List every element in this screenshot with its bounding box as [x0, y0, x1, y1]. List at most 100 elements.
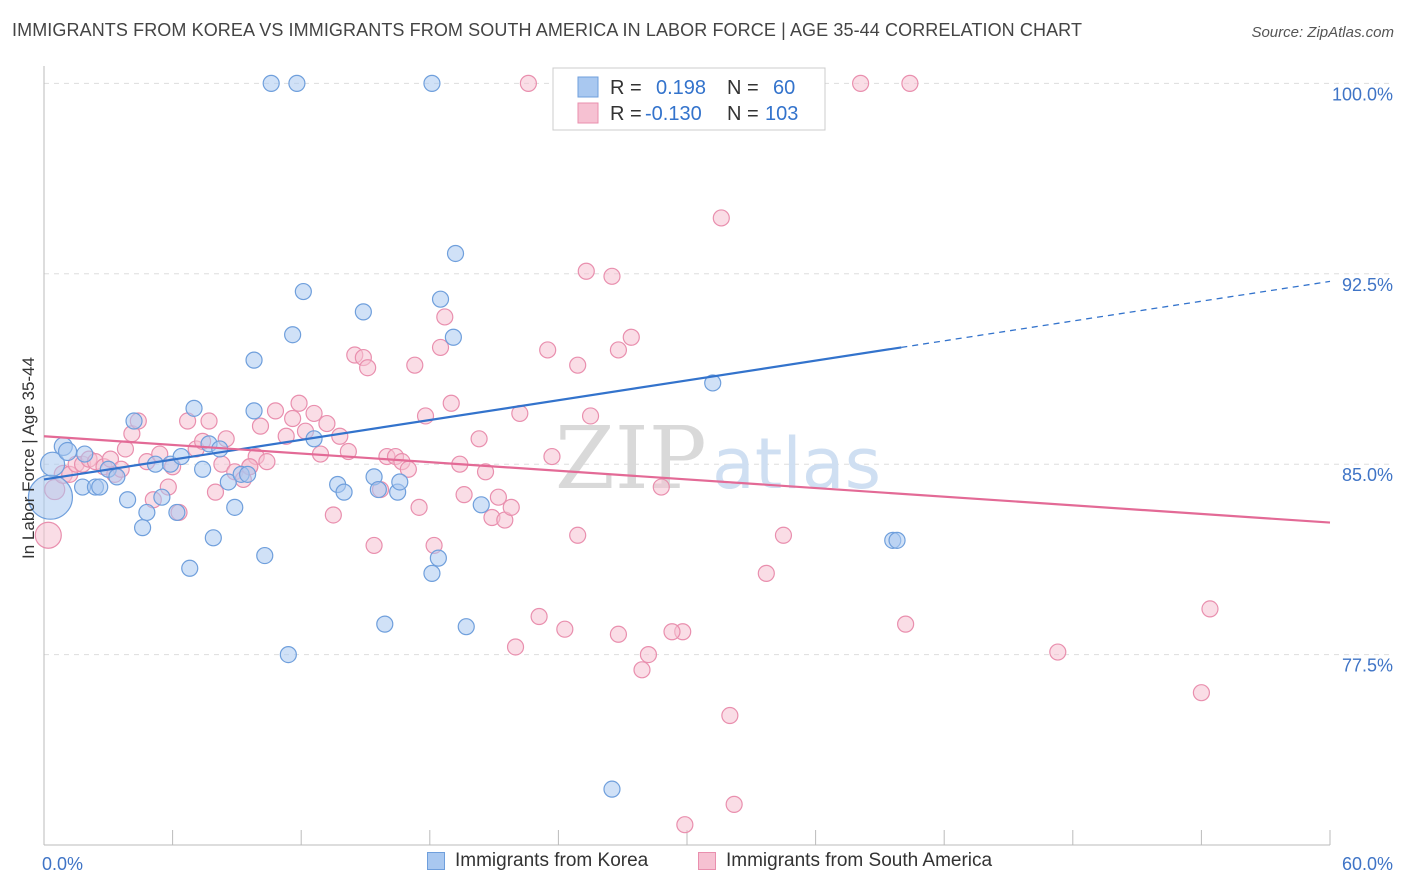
legend-r-value-korea: 0.198: [656, 77, 706, 99]
korea-point: [153, 488, 171, 506]
korea-point: [457, 618, 475, 636]
south-america-point: [470, 430, 488, 448]
korea-point: [181, 559, 199, 577]
korea-point: [204, 529, 222, 547]
korea-point: [39, 451, 66, 477]
south-america-point: [365, 536, 383, 555]
legend-n-label-sa: N =: [727, 103, 759, 125]
south-america-point: [410, 498, 428, 516]
south-america-point: [489, 488, 507, 506]
south-america-point: [359, 359, 377, 377]
south-america-point: [530, 607, 548, 626]
korea-point: [57, 441, 78, 462]
korea-point: [279, 645, 297, 664]
south-america-point: [206, 483, 225, 501]
south-america-point: [406, 356, 424, 374]
south-america-point: [757, 564, 775, 582]
korea-point: [284, 326, 302, 344]
south-america-point: [633, 661, 651, 679]
legend-r-label-sa: R =: [610, 103, 642, 125]
south-america-point: [852, 74, 870, 92]
south-america-point: [506, 638, 525, 656]
legend-n-label-korea: N =: [727, 77, 759, 99]
y-axis-title: In Labor Force | Age 35-44: [19, 357, 38, 559]
korea-point: [288, 74, 306, 92]
legend-swatch-korea-bottom: [427, 852, 445, 870]
south-america-point: [305, 404, 323, 423]
south-america-point: [34, 521, 62, 549]
legend-label-south-america: Immigrants from South America: [726, 850, 993, 871]
chart-title: IMMIGRANTS FROM KOREA VS IMMIGRANTS FROM…: [12, 20, 1083, 40]
trend-lines: [43, 280, 1331, 524]
south-america-point: [502, 498, 520, 516]
south-america-point: [1049, 643, 1067, 661]
south-america-point: [200, 412, 218, 430]
legend-n-value-korea: 60: [773, 77, 795, 99]
legend-swatch-sa: [577, 102, 599, 124]
legend-r-value-sa: -0.130: [645, 103, 702, 125]
y-tick-label: 100.0%: [1332, 84, 1393, 104]
south-america-point: [519, 74, 537, 92]
korea-point: [888, 531, 906, 549]
y-tick-label: 85.0%: [1342, 465, 1393, 485]
south-america-point: [652, 478, 670, 496]
korea-point: [133, 519, 152, 537]
south-america-point: [318, 414, 336, 433]
south-america-point: [569, 526, 587, 544]
correlation-legend: R = 0.198 N = 60 R = -0.130 N = 103: [552, 67, 826, 131]
y-tick-label: 92.5%: [1342, 275, 1393, 295]
south-america-point: [721, 706, 739, 725]
korea-point: [369, 480, 387, 499]
south-america-point: [1201, 600, 1219, 618]
south-america-point: [324, 506, 342, 524]
south-america-point: [277, 427, 295, 445]
korea-point: [603, 780, 621, 798]
south-america-trend-line: [43, 435, 1331, 524]
south-america-point: [331, 427, 349, 445]
watermark-atlas: atlas: [712, 423, 881, 505]
south-america-point: [569, 356, 587, 374]
x-tick-labels: 0.0% 60.0%: [42, 854, 1393, 874]
legend-n-value-sa: 103: [765, 103, 798, 125]
south-america-point: [284, 409, 302, 428]
korea-trend-extension: [901, 280, 1331, 349]
korea-point: [245, 351, 263, 369]
legend-swatch-sa-bottom: [698, 852, 716, 870]
korea-point: [245, 402, 263, 420]
korea-point: [376, 615, 394, 633]
series-legend: Immigrants from Korea Immigrants from So…: [0, 850, 1406, 880]
legend-r-label-korea: R =: [610, 77, 642, 99]
legend-label-korea: Immigrants from Korea: [455, 850, 649, 871]
south-america-point: [581, 407, 600, 425]
korea-point: [194, 460, 212, 478]
watermark: ZIP atlas: [555, 409, 881, 509]
legend-item-south-america[interactable]: Immigrants from South America: [698, 850, 992, 872]
korea-point: [256, 546, 274, 565]
south-america-point: [774, 526, 793, 544]
south-america-point: [609, 341, 628, 359]
south-america-point: [556, 620, 574, 638]
korea-point: [239, 465, 257, 483]
south-america-point: [476, 463, 495, 481]
south-america-point: [897, 615, 915, 633]
korea-point: [185, 399, 203, 417]
korea-point: [431, 290, 450, 308]
legend-item-korea[interactable]: Immigrants from Korea: [427, 850, 648, 872]
south-america-point: [431, 338, 450, 357]
south-america-point: [442, 394, 460, 412]
source-label: Source: ZipAtlas.com: [1251, 24, 1394, 41]
south-america-point: [539, 341, 557, 359]
korea-point: [125, 412, 143, 430]
legend-swatch-korea: [577, 76, 599, 98]
korea-point: [118, 491, 137, 509]
korea-point: [446, 244, 465, 263]
korea-point: [138, 503, 156, 522]
south-america-point: [290, 394, 308, 412]
south-america-point: [543, 447, 561, 466]
korea-point: [294, 282, 312, 301]
x-tick-label: 60.0%: [1342, 854, 1393, 874]
south-america-point: [712, 209, 730, 227]
korea-point: [444, 328, 462, 346]
korea-point: [423, 74, 441, 92]
